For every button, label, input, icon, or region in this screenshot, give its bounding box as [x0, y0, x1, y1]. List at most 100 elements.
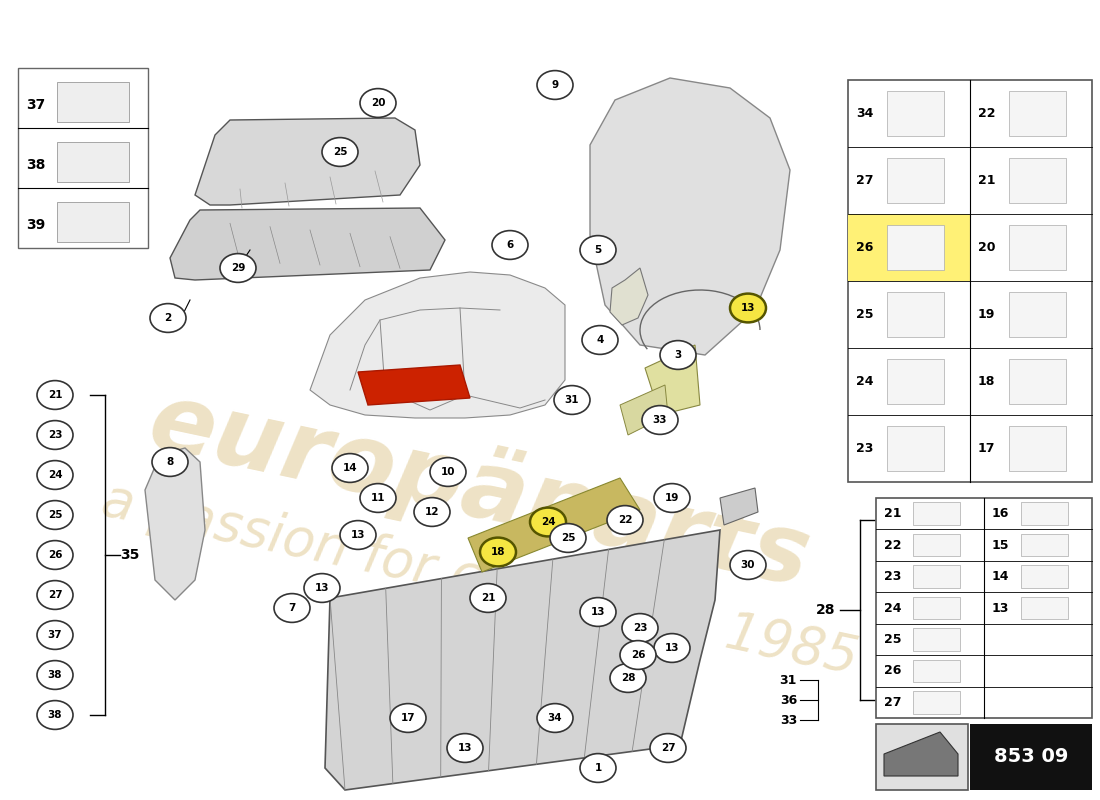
- Text: 23: 23: [884, 570, 901, 583]
- Ellipse shape: [430, 458, 466, 486]
- Text: 34: 34: [548, 713, 562, 723]
- Ellipse shape: [654, 483, 690, 512]
- Text: 20: 20: [371, 98, 385, 108]
- Text: 14: 14: [343, 463, 358, 473]
- Text: europäparts: europäparts: [141, 374, 820, 606]
- Text: 22: 22: [978, 107, 996, 120]
- FancyBboxPatch shape: [18, 68, 148, 248]
- Ellipse shape: [470, 584, 506, 613]
- Text: 25: 25: [47, 510, 63, 520]
- FancyBboxPatch shape: [57, 82, 129, 122]
- Text: 25: 25: [561, 533, 575, 543]
- Ellipse shape: [340, 521, 376, 550]
- Ellipse shape: [580, 598, 616, 626]
- Ellipse shape: [620, 641, 656, 670]
- Text: 25: 25: [884, 633, 902, 646]
- Ellipse shape: [447, 734, 483, 762]
- Text: 25: 25: [856, 308, 873, 321]
- Ellipse shape: [37, 541, 73, 570]
- Ellipse shape: [660, 341, 696, 370]
- FancyBboxPatch shape: [970, 724, 1092, 790]
- Text: 8: 8: [166, 457, 174, 467]
- FancyBboxPatch shape: [848, 214, 970, 281]
- FancyBboxPatch shape: [913, 566, 960, 588]
- Text: 2: 2: [164, 322, 173, 334]
- Text: 4: 4: [596, 335, 604, 345]
- Ellipse shape: [37, 381, 73, 410]
- FancyBboxPatch shape: [848, 80, 1092, 482]
- Text: 37: 37: [26, 98, 45, 112]
- FancyBboxPatch shape: [913, 628, 960, 650]
- FancyBboxPatch shape: [1009, 225, 1066, 270]
- Polygon shape: [324, 530, 720, 790]
- Text: 13: 13: [351, 530, 365, 540]
- Ellipse shape: [360, 483, 396, 512]
- FancyBboxPatch shape: [1021, 502, 1068, 525]
- Text: 37: 37: [47, 630, 63, 640]
- Polygon shape: [645, 345, 700, 415]
- Text: 31: 31: [780, 674, 798, 686]
- Text: 33: 33: [780, 714, 798, 726]
- Ellipse shape: [730, 550, 766, 579]
- FancyBboxPatch shape: [887, 90, 944, 136]
- FancyBboxPatch shape: [913, 534, 960, 556]
- FancyBboxPatch shape: [887, 426, 944, 471]
- Text: 3: 3: [674, 350, 682, 360]
- Text: 13: 13: [591, 607, 605, 617]
- Text: 27: 27: [661, 743, 675, 753]
- Text: 29: 29: [229, 271, 246, 285]
- Text: 21: 21: [978, 174, 996, 187]
- Ellipse shape: [550, 524, 586, 552]
- Text: 2: 2: [164, 313, 172, 323]
- Text: 18: 18: [978, 375, 996, 388]
- Text: 27: 27: [47, 590, 63, 600]
- Ellipse shape: [37, 461, 73, 490]
- Text: 26: 26: [630, 650, 646, 660]
- Polygon shape: [468, 478, 640, 572]
- Polygon shape: [145, 448, 205, 600]
- Ellipse shape: [580, 754, 616, 782]
- Text: 21: 21: [47, 390, 63, 400]
- FancyBboxPatch shape: [913, 502, 960, 525]
- Text: 13: 13: [740, 303, 756, 313]
- Ellipse shape: [37, 621, 73, 650]
- FancyBboxPatch shape: [876, 498, 1092, 718]
- Text: 24: 24: [856, 375, 873, 388]
- Ellipse shape: [274, 594, 310, 622]
- Text: 38: 38: [26, 158, 45, 172]
- Text: 39: 39: [26, 218, 45, 232]
- FancyBboxPatch shape: [887, 292, 944, 338]
- Text: 35: 35: [120, 548, 140, 562]
- Ellipse shape: [332, 454, 368, 482]
- FancyBboxPatch shape: [1021, 566, 1068, 588]
- Text: 23: 23: [632, 623, 647, 633]
- Text: 23: 23: [47, 430, 63, 440]
- Text: 34: 34: [856, 107, 873, 120]
- Text: 21: 21: [481, 593, 495, 603]
- Text: 36: 36: [780, 694, 798, 706]
- Polygon shape: [358, 365, 470, 405]
- Text: 19: 19: [978, 308, 996, 321]
- Ellipse shape: [37, 501, 73, 530]
- Polygon shape: [620, 385, 668, 435]
- Text: 10: 10: [441, 467, 455, 477]
- FancyBboxPatch shape: [1009, 90, 1066, 136]
- Text: 25: 25: [332, 147, 348, 157]
- FancyBboxPatch shape: [887, 158, 944, 203]
- Text: 13: 13: [315, 583, 329, 593]
- Text: 12: 12: [425, 507, 439, 517]
- Ellipse shape: [530, 508, 566, 536]
- Ellipse shape: [152, 447, 188, 476]
- Text: 5: 5: [594, 245, 602, 255]
- Ellipse shape: [37, 581, 73, 610]
- Text: 30: 30: [740, 560, 756, 570]
- Ellipse shape: [37, 701, 73, 730]
- Text: 27: 27: [856, 174, 873, 187]
- Polygon shape: [720, 488, 758, 525]
- Polygon shape: [610, 268, 648, 325]
- Text: 38: 38: [47, 710, 63, 720]
- FancyBboxPatch shape: [1009, 158, 1066, 203]
- Text: 13: 13: [992, 602, 1010, 614]
- Ellipse shape: [642, 406, 678, 434]
- Text: 18: 18: [491, 547, 505, 557]
